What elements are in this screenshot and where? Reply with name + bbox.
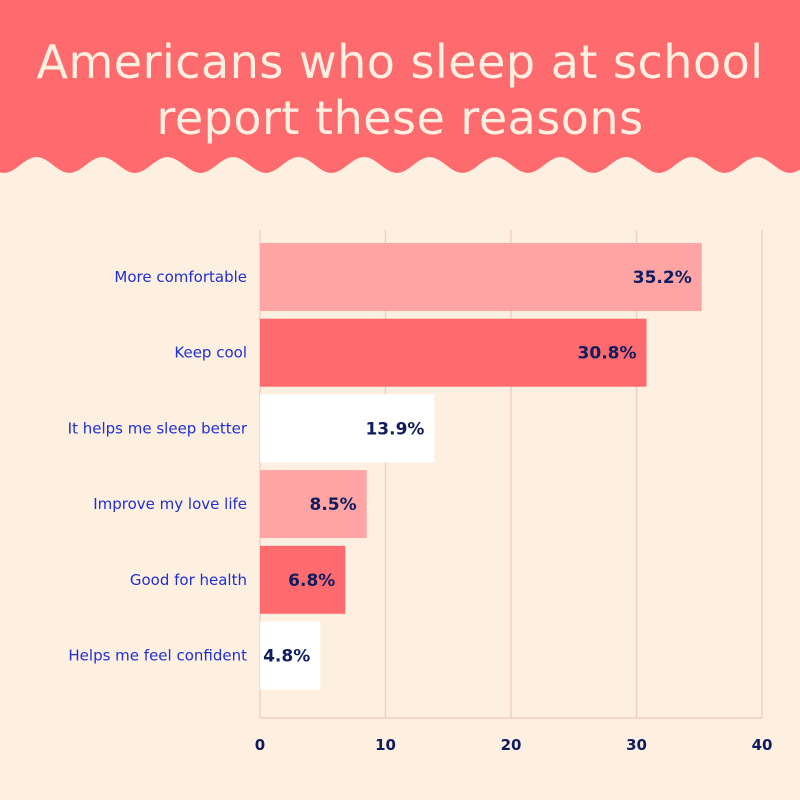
bar [260,470,367,539]
category-label: Improve my love life [93,495,247,513]
category-label: More comfortable [114,268,247,286]
x-axis-ticks: 0 10 20 30 40 [255,736,773,754]
value-label: 6.8% [288,571,335,591]
category-labels: More comfortable Keep cool It helps me sle… [68,268,248,665]
x-tick-label: 20 [501,736,522,754]
value-label: 35.2% [633,268,692,288]
title-line-2: report these reasons [156,91,644,145]
value-label: 4.8% [263,647,310,667]
title-line-1: Americans who sleep at school [36,35,764,89]
value-label: 13.9% [365,419,424,439]
bar [260,394,435,463]
bar [260,318,647,387]
wavy-header-background [0,0,800,173]
category-label: Keep cool [174,344,247,362]
value-label: 30.8% [578,344,637,364]
value-labels: 35.2% 30.8% 13.9% 8.5% 6.8% 4.8% [263,268,692,667]
x-tick-label: 0 [255,736,265,754]
bars [260,243,702,690]
header-banner: Americans who sleep at school report the… [0,0,800,200]
x-tick-label: 40 [752,736,773,754]
category-label: Helps me feel confident [68,647,247,665]
bar [260,243,702,311]
bar [260,545,346,614]
category-label: Good for health [130,571,247,589]
chart-title: Americans who sleep at school report the… [0,34,800,146]
bar [260,621,321,690]
x-tick-label: 10 [375,736,396,754]
value-label: 8.5% [310,495,357,515]
x-tick-label: 30 [626,736,647,754]
category-label: It helps me sleep better [68,419,248,437]
